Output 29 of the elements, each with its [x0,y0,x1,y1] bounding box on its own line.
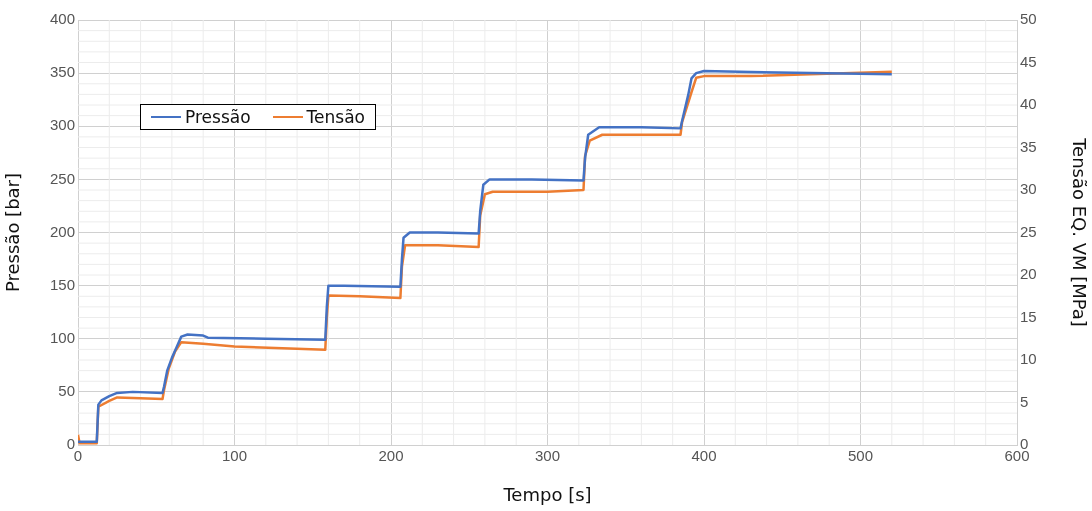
y-tick-label: 100 [49,328,75,346]
y2-tick-label: 25 [1020,222,1037,240]
y2-tick-label: 35 [1020,137,1037,155]
y2-tick-label: 10 [1020,350,1037,368]
x-tick-label: 100 [221,447,248,465]
y2-tick-label: 40 [1020,95,1037,113]
legend-label: Pressão [185,107,251,127]
y-tick-label: 250 [49,169,75,187]
y2-tick-label: 50 [1020,10,1037,28]
legend-label: Tensão [306,107,365,127]
y-tick-label: 350 [49,63,75,81]
y2-tick-label: 30 [1020,180,1037,198]
y2-tick-label: 45 [1020,52,1037,70]
y-tick-label: 50 [58,382,75,400]
y-tick-label: 0 [66,435,75,453]
y-tick-label: 300 [49,116,75,134]
x-tick-label: 200 [378,447,404,465]
y-axis-title: Pressão [bar] [2,172,24,293]
y2-tick-label: 20 [1020,265,1037,283]
y-tick-label: 200 [49,222,75,240]
x-tick-label: 300 [534,447,561,465]
y2-tick-label: 5 [1020,392,1029,410]
y2-axis-title: Tensão EQ. VM [MPa] [1068,137,1090,327]
x-axis-title: Tempo [s] [502,483,592,505]
y2-tick-label: 15 [1020,307,1037,325]
y-tick-label: 150 [49,275,75,293]
x-tick-label: 400 [691,447,717,465]
y-tick-label: 400 [49,10,75,28]
x-tick-label: 500 [847,447,874,465]
